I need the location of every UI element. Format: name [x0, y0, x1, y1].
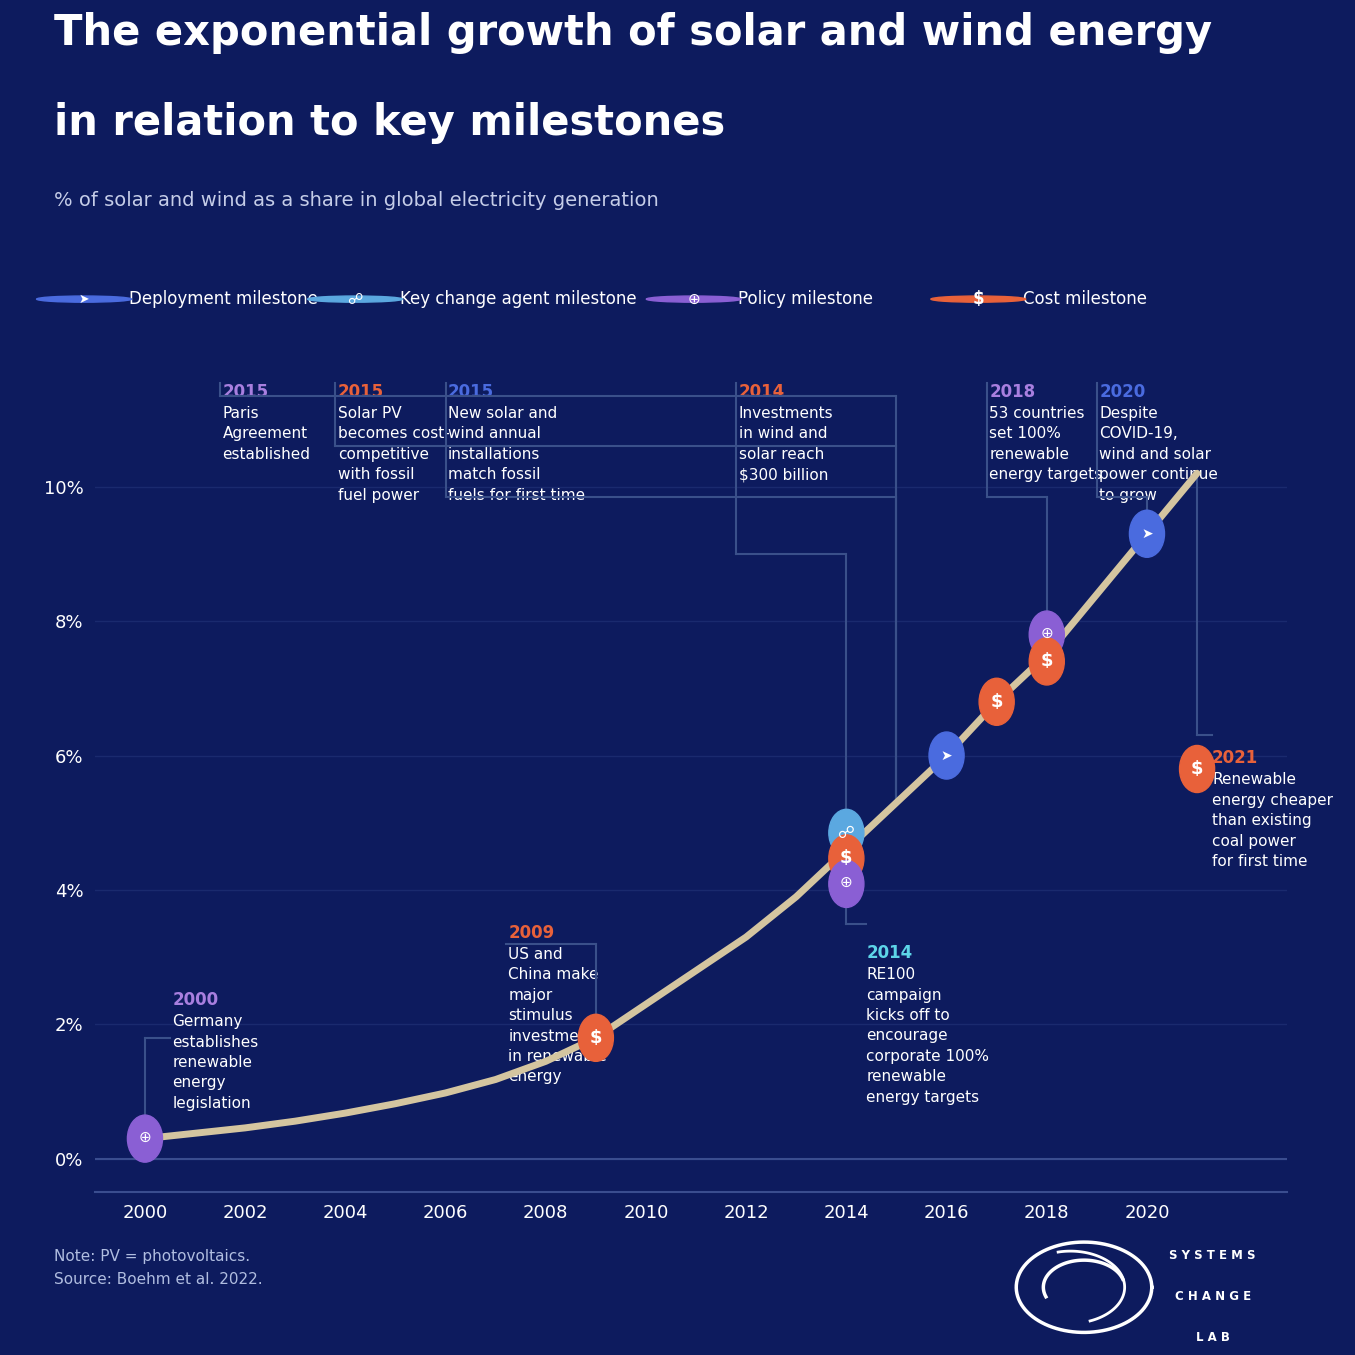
Text: $: $: [1191, 760, 1203, 778]
Circle shape: [308, 295, 402, 302]
Text: Germany
establishes
renewable
energy
legislation: Germany establishes renewable energy leg…: [172, 1015, 259, 1111]
Text: ⊕: ⊕: [687, 291, 701, 306]
Text: Cost milestone: Cost milestone: [1023, 290, 1148, 308]
Text: C H A N G E: C H A N G E: [1175, 1290, 1251, 1304]
Text: $: $: [973, 290, 984, 308]
Circle shape: [127, 1115, 163, 1163]
Circle shape: [1030, 638, 1064, 686]
Circle shape: [829, 809, 864, 856]
Text: 2015: 2015: [449, 382, 495, 401]
Text: Renewable
energy cheaper
than existing
coal power
for first time: Renewable energy cheaper than existing c…: [1213, 772, 1333, 869]
Text: ⊕: ⊕: [138, 1130, 152, 1145]
Circle shape: [829, 860, 864, 908]
Text: ☍: ☍: [837, 824, 855, 841]
Circle shape: [1130, 511, 1164, 557]
Text: Investments
in wind and
solar reach
$300 billion: Investments in wind and solar reach $300…: [738, 406, 833, 482]
Text: $: $: [840, 850, 852, 867]
Text: ➤: ➤: [79, 293, 89, 306]
Text: ⊕: ⊕: [1041, 626, 1053, 641]
Text: 2021: 2021: [1213, 749, 1259, 767]
Circle shape: [646, 295, 741, 302]
Text: 2014: 2014: [738, 382, 785, 401]
Text: 2015: 2015: [337, 382, 383, 401]
Circle shape: [930, 732, 965, 779]
Circle shape: [37, 295, 131, 302]
Text: The exponential growth of solar and wind energy: The exponential growth of solar and wind…: [54, 12, 1213, 54]
Text: Deployment milestone: Deployment milestone: [129, 290, 317, 308]
Text: Solar PV
becomes cost-
competitive
with fossil
fuel power: Solar PV becomes cost- competitive with …: [337, 406, 450, 503]
Text: ⊕: ⊕: [840, 875, 852, 890]
Text: Note: PV = photovoltaics.
Source: Boehm et al. 2022.: Note: PV = photovoltaics. Source: Boehm …: [54, 1249, 263, 1286]
Circle shape: [579, 1015, 614, 1061]
Text: L A B: L A B: [1196, 1331, 1230, 1344]
Text: US and
China make
major
stimulus
investments
in renewable
energy: US and China make major stimulus investm…: [508, 947, 607, 1084]
Text: RE100
campaign
kicks off to
encourage
corporate 100%
renewable
energy targets: RE100 campaign kicks off to encourage co…: [866, 967, 989, 1104]
Circle shape: [931, 295, 1026, 302]
Circle shape: [1030, 611, 1064, 659]
Text: 53 countries
set 100%
renewable
energy targets: 53 countries set 100% renewable energy t…: [989, 406, 1102, 482]
Text: $: $: [589, 1028, 602, 1047]
Text: Key change agent milestone: Key change agent milestone: [400, 290, 637, 308]
Text: in relation to key milestones: in relation to key milestones: [54, 103, 725, 145]
Text: 2020: 2020: [1099, 382, 1145, 401]
Text: Policy milestone: Policy milestone: [738, 290, 874, 308]
Circle shape: [980, 679, 1014, 725]
Text: 2000: 2000: [172, 991, 218, 1008]
Text: 2009: 2009: [508, 924, 554, 942]
Text: Despite
COVID-19,
wind and solar
power continue
to grow: Despite COVID-19, wind and solar power c…: [1099, 406, 1218, 503]
Text: 2018: 2018: [989, 382, 1035, 401]
Text: $: $: [991, 692, 1003, 711]
Text: 2015: 2015: [222, 382, 268, 401]
Text: ➤: ➤: [940, 748, 953, 763]
Text: ☍: ☍: [347, 291, 363, 306]
Text: New solar and
wind annual
installations
match fossil
fuels for first time: New solar and wind annual installations …: [449, 406, 585, 503]
Text: S Y S T E M S: S Y S T E M S: [1169, 1249, 1256, 1263]
Circle shape: [829, 835, 864, 882]
Text: Paris
Agreement
established: Paris Agreement established: [222, 406, 310, 462]
Text: ➤: ➤: [1141, 527, 1153, 541]
Circle shape: [1180, 745, 1214, 793]
Text: % of solar and wind as a share in global electricity generation: % of solar and wind as a share in global…: [54, 191, 659, 210]
Text: 2014: 2014: [866, 943, 913, 962]
Text: $: $: [1041, 653, 1053, 671]
